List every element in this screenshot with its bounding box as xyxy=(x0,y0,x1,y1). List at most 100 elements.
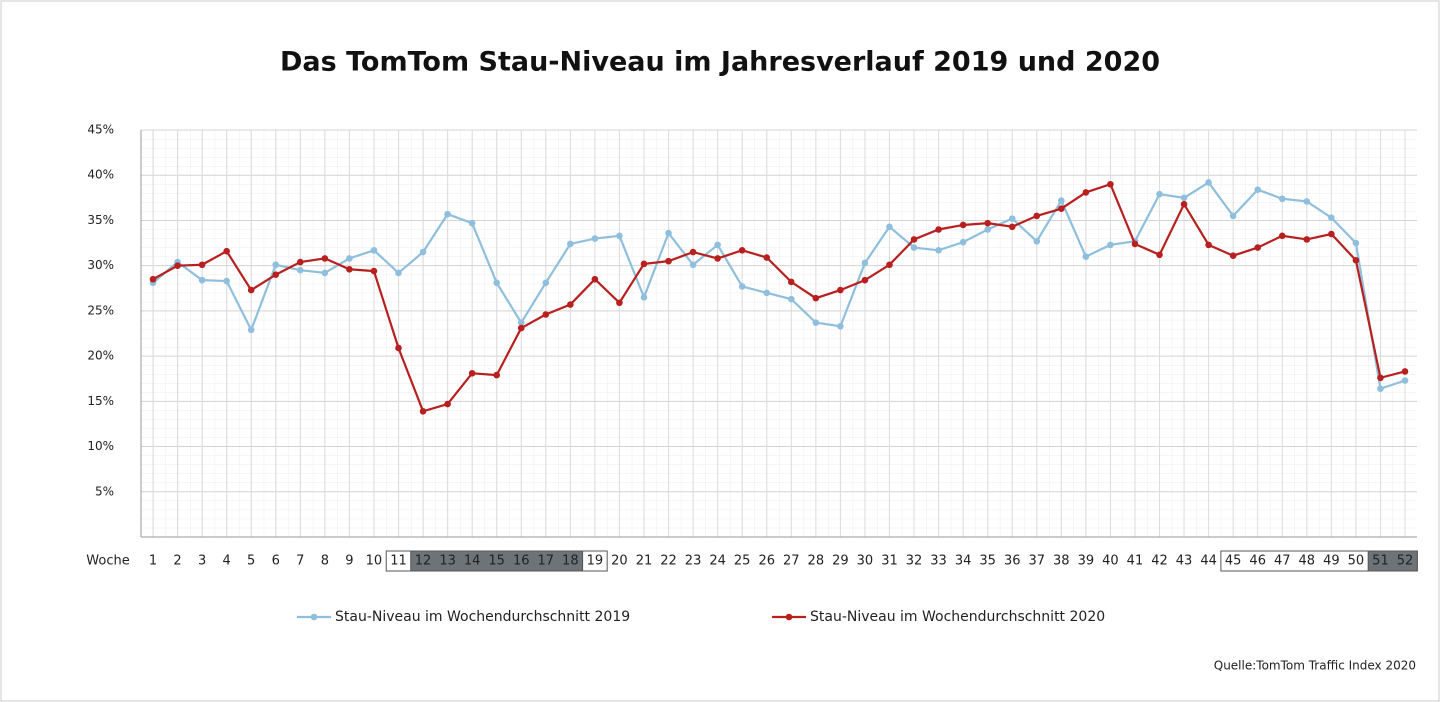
source: Quelle:TomTom Traffic Index 2020 xyxy=(1214,659,1416,673)
point xyxy=(1033,237,1041,245)
point xyxy=(542,311,550,318)
x-tick-label: 38 xyxy=(1053,554,1070,569)
x-tick-label: 8 xyxy=(321,554,329,569)
point xyxy=(296,266,304,274)
x-tick-label: 27 xyxy=(783,554,800,569)
point xyxy=(640,294,648,301)
point xyxy=(272,261,280,269)
x-tick-label: 6 xyxy=(272,554,280,569)
x-tick-label: 5 xyxy=(247,554,255,569)
x-tick-label: 28 xyxy=(808,554,825,569)
point xyxy=(1008,215,1016,222)
point xyxy=(616,299,623,307)
point xyxy=(886,261,893,269)
x-tick-label: 2 xyxy=(173,554,181,569)
x-tick-label: 40 xyxy=(1102,554,1119,569)
point xyxy=(689,261,697,269)
x-tick-label: 25 xyxy=(734,554,751,569)
point xyxy=(370,267,378,275)
point xyxy=(174,262,181,269)
x-tick-label: 11 xyxy=(390,554,407,569)
x-tick-label: 3 xyxy=(198,554,206,569)
x-tick-label: 42 xyxy=(1151,554,1168,569)
point xyxy=(468,369,476,377)
legend-marker xyxy=(310,613,318,621)
point xyxy=(247,326,255,334)
point xyxy=(616,232,623,240)
point xyxy=(1229,212,1237,220)
legend-marker xyxy=(785,613,793,621)
x-tick-label: 49 xyxy=(1323,554,1340,569)
point xyxy=(223,277,230,285)
point xyxy=(812,294,820,302)
y-tick-label: 5% xyxy=(95,484,114,498)
point xyxy=(738,246,746,254)
point xyxy=(1205,241,1212,249)
point xyxy=(198,276,206,284)
point xyxy=(567,301,574,308)
chart-title: Das TomTom Stau-Niveau im Jahresverlauf … xyxy=(280,47,1160,78)
x-tick-label: 4 xyxy=(223,554,231,569)
y-tick-label: 40% xyxy=(87,168,114,182)
point xyxy=(223,247,230,255)
point xyxy=(1082,189,1090,196)
point xyxy=(910,236,918,243)
point xyxy=(1278,195,1286,203)
x-tick-label: 29 xyxy=(832,554,849,569)
point xyxy=(370,246,378,254)
point xyxy=(1352,256,1360,264)
x-tick-label: 18 xyxy=(562,554,579,569)
point xyxy=(861,276,869,284)
point xyxy=(1401,368,1409,375)
point xyxy=(444,210,451,218)
point xyxy=(1254,244,1262,251)
point xyxy=(517,324,525,332)
point xyxy=(935,246,942,254)
point xyxy=(1008,223,1016,231)
point xyxy=(763,289,771,297)
point xyxy=(640,260,648,268)
legend-label: Stau-Niveau im Wochendurchschnitt 2019 xyxy=(335,609,630,625)
point xyxy=(787,278,795,286)
x-tick-label: 13 xyxy=(439,554,456,569)
point xyxy=(935,226,942,233)
y-tick-label: 35% xyxy=(87,213,114,227)
point xyxy=(419,407,427,415)
y-tick-label: 25% xyxy=(87,303,114,317)
x-tick-label: 24 xyxy=(709,554,726,569)
legend-label: Stau-Niveau im Wochendurchschnitt 2020 xyxy=(810,609,1105,625)
x-tick-label: 17 xyxy=(538,554,555,569)
point xyxy=(395,269,402,277)
point xyxy=(1033,212,1041,220)
point xyxy=(1156,190,1163,198)
point xyxy=(1377,374,1384,382)
point xyxy=(1205,179,1212,186)
point xyxy=(861,259,869,267)
point xyxy=(837,286,844,294)
x-tick-label: 47 xyxy=(1274,554,1291,569)
point xyxy=(1229,252,1237,260)
point xyxy=(591,275,599,283)
point xyxy=(1303,198,1311,205)
point xyxy=(444,400,451,408)
point xyxy=(1377,385,1384,392)
x-tick-label: 21 xyxy=(636,554,653,569)
x-tick-label: 20 xyxy=(611,554,628,569)
x-tick-label: 50 xyxy=(1348,554,1365,569)
x-tick-label: 48 xyxy=(1299,554,1316,569)
x-tick-label: 22 xyxy=(660,554,677,569)
x-tick-label: 19 xyxy=(587,554,604,569)
point xyxy=(1278,232,1286,240)
x-tick-label: 1 xyxy=(149,554,157,569)
x-tick-label: 7 xyxy=(296,554,304,569)
point xyxy=(1328,230,1335,238)
point xyxy=(1180,200,1188,208)
point xyxy=(910,244,918,251)
point xyxy=(689,248,697,256)
point xyxy=(1352,239,1360,247)
point xyxy=(1131,240,1139,248)
x-tick-label: 33 xyxy=(930,554,947,569)
point xyxy=(149,275,157,283)
y-tick-label: 30% xyxy=(87,258,114,272)
point xyxy=(812,319,820,326)
